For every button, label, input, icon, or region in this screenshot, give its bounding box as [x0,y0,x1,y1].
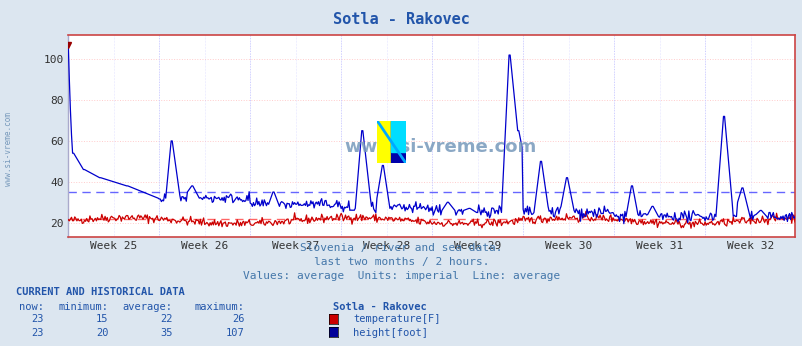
Text: 35: 35 [160,328,172,338]
Text: 23: 23 [31,315,44,325]
Text: last two months / 2 hours.: last two months / 2 hours. [314,257,488,267]
Text: temperature[F]: temperature[F] [353,315,440,325]
Text: Sotla - Rakovec: Sotla - Rakovec [333,12,469,27]
Text: www.si-vreme.com: www.si-vreme.com [3,112,13,186]
Text: Values: average  Units: imperial  Line: average: Values: average Units: imperial Line: av… [242,271,560,281]
Text: Slovenia / river and sea data.: Slovenia / river and sea data. [300,243,502,253]
Text: average:: average: [123,302,172,312]
Bar [391,121,405,163]
Text: 26: 26 [232,315,245,325]
Text: 22: 22 [160,315,172,325]
Bar [377,121,391,163]
Text: Sotla - Rakovec: Sotla - Rakovec [333,302,427,312]
Text: 23: 23 [31,328,44,338]
Text: 20: 20 [95,328,108,338]
Text: minimum:: minimum: [59,302,108,312]
Text: 15: 15 [95,315,108,325]
Text: CURRENT AND HISTORICAL DATA: CURRENT AND HISTORICAL DATA [16,287,184,297]
Text: 107: 107 [226,328,245,338]
Text: maximum:: maximum: [195,302,245,312]
Text: now:: now: [19,302,44,312]
Text: height[foot]: height[foot] [353,328,427,338]
Bar [391,121,405,152]
Text: www.si-vreme.com: www.si-vreme.com [344,138,536,156]
